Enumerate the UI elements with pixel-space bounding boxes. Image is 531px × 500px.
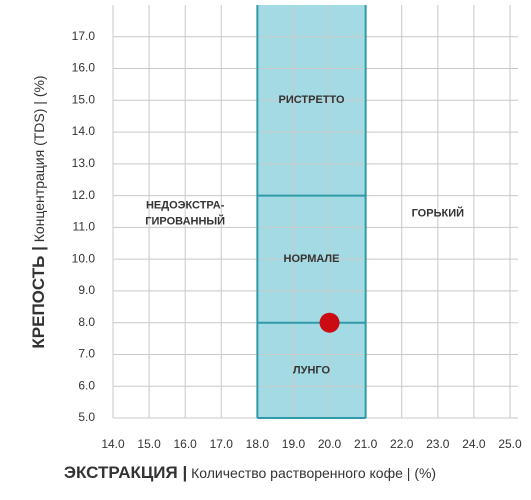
x-label-detail: Количество растворенного кофе | (%) bbox=[191, 465, 436, 481]
zone-label: НОРМАЛЕ bbox=[284, 253, 340, 265]
x-tick-label: 17.0 bbox=[210, 437, 234, 451]
y-tick-label: 15.0 bbox=[72, 92, 96, 106]
x-tick-label: 25.0 bbox=[498, 437, 522, 451]
x-tick-label: 18.0 bbox=[246, 437, 270, 451]
y-tick-label: 5.0 bbox=[78, 410, 95, 424]
x-tick-label: 22.0 bbox=[390, 437, 414, 451]
x-tick-label: 24.0 bbox=[462, 437, 486, 451]
x-label-main: ЭКСТРАКЦИЯ | bbox=[64, 463, 187, 482]
y-tick-label: 6.0 bbox=[78, 378, 95, 392]
zone-label: ГОРЬКИЙ bbox=[412, 207, 465, 220]
x-tick-label: 15.0 bbox=[137, 437, 161, 451]
optimal-band bbox=[257, 5, 366, 418]
y-tick-label: 12.0 bbox=[72, 188, 96, 202]
zone-label: РИСТРЕТТО bbox=[278, 94, 344, 106]
x-tick-label: 19.0 bbox=[282, 437, 306, 451]
x-tick-label: 21.0 bbox=[354, 437, 378, 451]
y-tick-label: 13.0 bbox=[72, 156, 96, 170]
y-tick-label: 11.0 bbox=[73, 220, 96, 234]
x-tick-label: 16.0 bbox=[174, 437, 198, 451]
y-tick-label: 17.0 bbox=[72, 29, 96, 43]
x-tick-label: 20.0 bbox=[318, 437, 342, 451]
y-tick-label: 10.0 bbox=[72, 251, 96, 265]
point bbox=[319, 312, 340, 333]
x-axis-label: ЭКСТРАКЦИЯ | Количество растворенного ко… bbox=[64, 463, 436, 482]
zone-label: НЕДОЭКСТРА- bbox=[146, 200, 225, 212]
y-tick-label: 8.0 bbox=[78, 315, 95, 329]
x-tick-label: 23.0 bbox=[426, 437, 450, 451]
y-label-detail: Концентрация (TDS) | (%) bbox=[31, 75, 47, 242]
zone-label: ГИРОВАННЫЙ bbox=[145, 215, 225, 228]
y-tick-label: 9.0 bbox=[78, 283, 95, 297]
zone-label: ЛУНГО bbox=[293, 364, 331, 376]
y-tick-label: 14.0 bbox=[72, 124, 96, 138]
y-tick-label: 16.0 bbox=[72, 61, 96, 75]
x-tick-label: 14.0 bbox=[101, 437, 125, 451]
y-axis-label: КРЕПОСТЬ | Концентрация (TDS) | (%) bbox=[29, 75, 48, 348]
y-tick-label: 7.0 bbox=[78, 347, 95, 361]
y-label-main: КРЕПОСТЬ | bbox=[29, 246, 48, 348]
